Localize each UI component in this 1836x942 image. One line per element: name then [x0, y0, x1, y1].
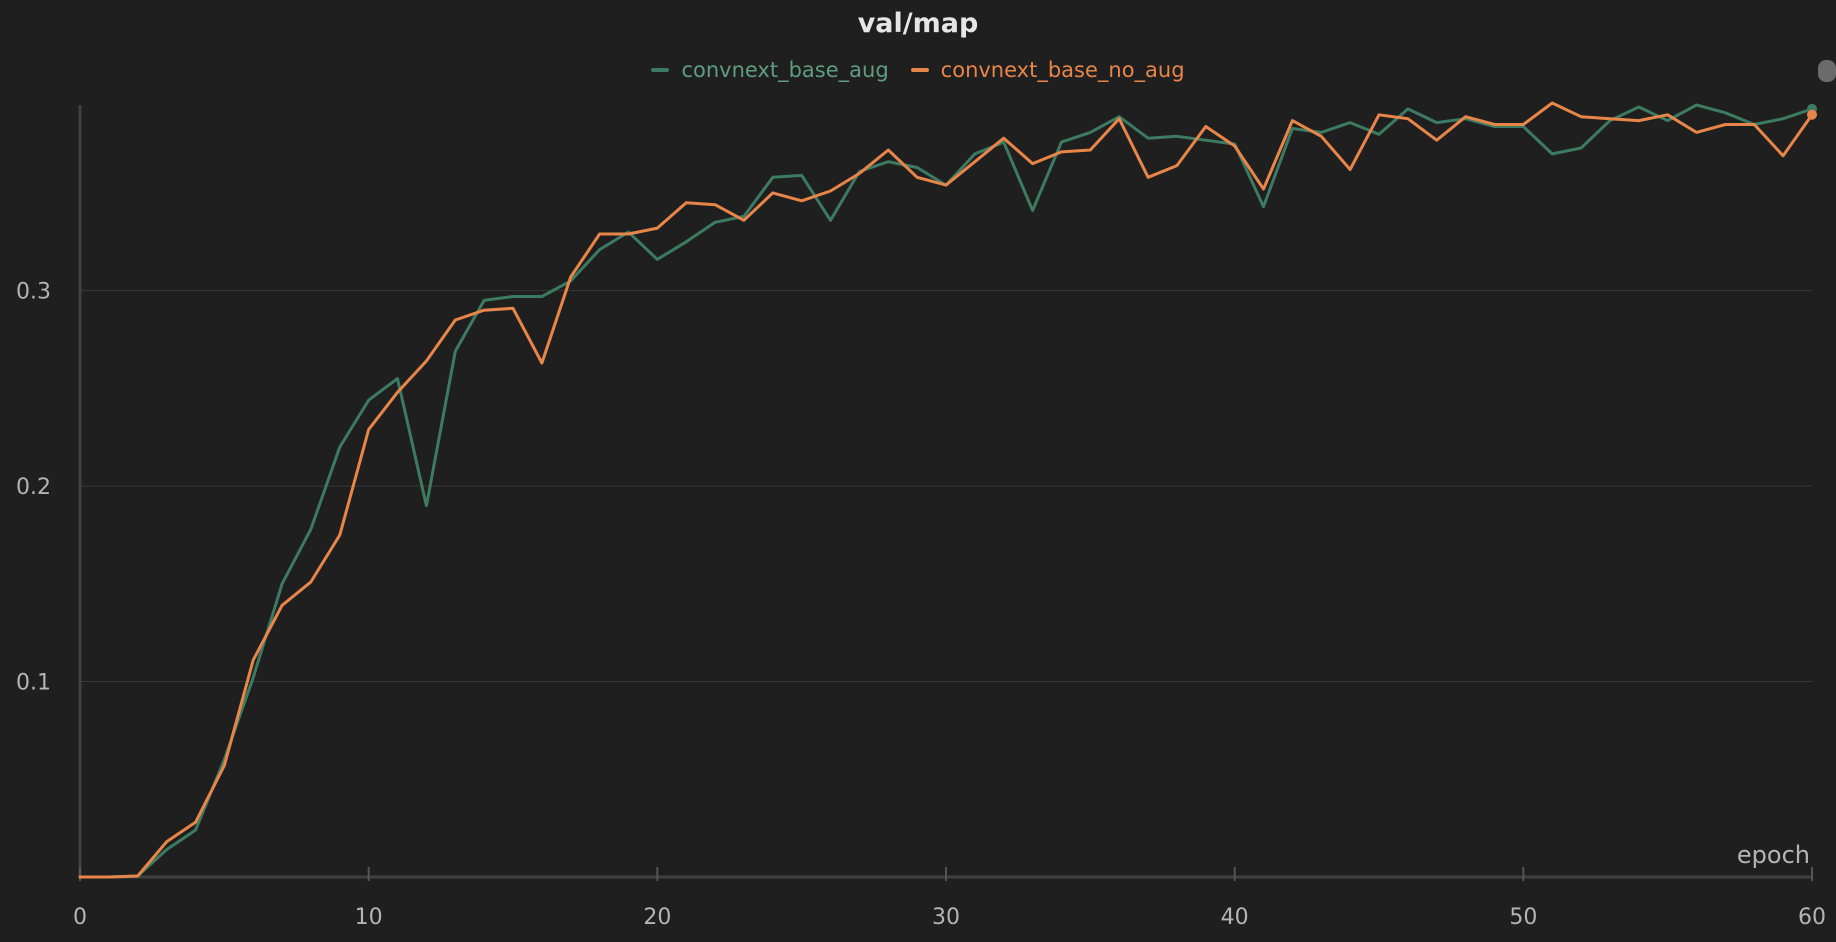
legend-item-aug[interactable]: convnext_base_aug — [651, 58, 889, 82]
x-tick-label: 20 — [643, 905, 671, 930]
y-tick-label: 0.1 — [16, 671, 51, 696]
series-line — [78, 103, 1814, 879]
series-end-point — [1807, 109, 1817, 120]
x-tick-label: 60 — [1798, 905, 1826, 930]
legend-swatch-no-aug — [910, 68, 929, 72]
legend-item-no-aug[interactable]: convnext_base_no_aug — [910, 58, 1185, 82]
y-tick-label: 0.3 — [16, 280, 51, 305]
series-convnext_base_no_aug — [78, 101, 1817, 879]
x-tick-label: 40 — [1221, 905, 1249, 930]
x-tick-label: 30 — [932, 905, 960, 930]
chart-title: val/map — [857, 8, 979, 39]
legend-swatch-aug — [651, 68, 670, 72]
y-tick-label: 0.2 — [16, 475, 51, 500]
series-convnext_base_aug — [78, 103, 1817, 879]
series-line — [78, 101, 1814, 879]
legend-label-aug: convnext_base_aug — [681, 58, 889, 82]
x-axis-label: epoch — [1737, 841, 1810, 869]
x-tick-label: 50 — [1509, 905, 1537, 930]
x-tick-label: 10 — [355, 905, 383, 930]
panel-resize-handle[interactable] — [1818, 60, 1836, 82]
legend-label-no-aug: convnext_base_no_aug — [940, 58, 1185, 82]
x-tick-label: 0 — [73, 905, 87, 930]
chart-legend: convnext_base_aug convnext_base_no_aug — [0, 58, 1836, 82]
